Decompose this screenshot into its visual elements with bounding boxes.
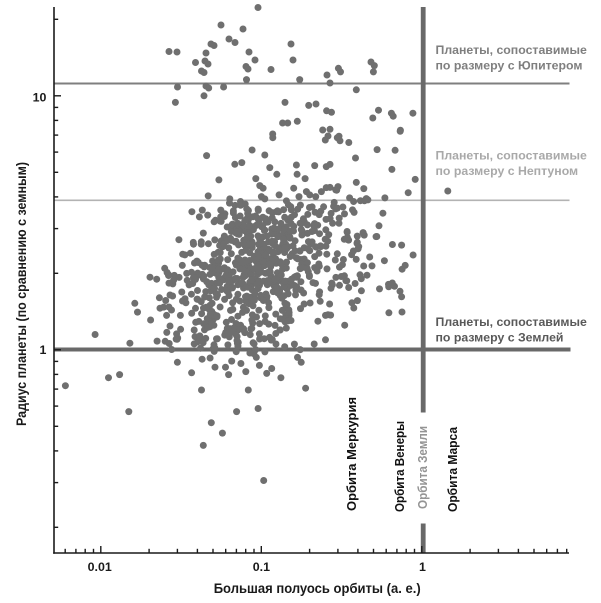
svg-text:Планеты, сопоставимые: Планеты, сопоставимые: [436, 315, 587, 329]
svg-text:Большая полуось орбиты (а. е.): Большая полуось орбиты (а. е.): [214, 581, 421, 596]
svg-text:1: 1: [419, 560, 426, 574]
svg-text:Орбита Земли: Орбита Земли: [415, 426, 430, 509]
svg-text:Планеты, сопоставимые: Планеты, сопоставимые: [436, 43, 587, 57]
svg-text:Орбита Венеры: Орбита Венеры: [392, 421, 407, 512]
svg-text:0.01: 0.01: [88, 560, 112, 574]
svg-text:Радиус планеты (по сравнению с: Радиус планеты (по сравнению с земным): [13, 162, 29, 426]
svg-text:Планеты, сопоставимые: Планеты, сопоставимые: [436, 149, 587, 163]
svg-text:0.1: 0.1: [253, 560, 270, 574]
svg-text:Орбита Меркурия: Орбита Меркурия: [344, 397, 359, 511]
svg-text:1: 1: [39, 343, 46, 357]
svg-text:по размеру с Нептуном: по размеру с Нептуном: [436, 164, 579, 178]
svg-text:по размеру с Юпитером: по размеру с Юпитером: [436, 59, 583, 73]
svg-text:Орбита Марса: Орбита Марса: [445, 426, 460, 512]
svg-text:10: 10: [33, 90, 47, 104]
svg-text:по размеру с Землей: по размеру с Землей: [436, 331, 564, 345]
